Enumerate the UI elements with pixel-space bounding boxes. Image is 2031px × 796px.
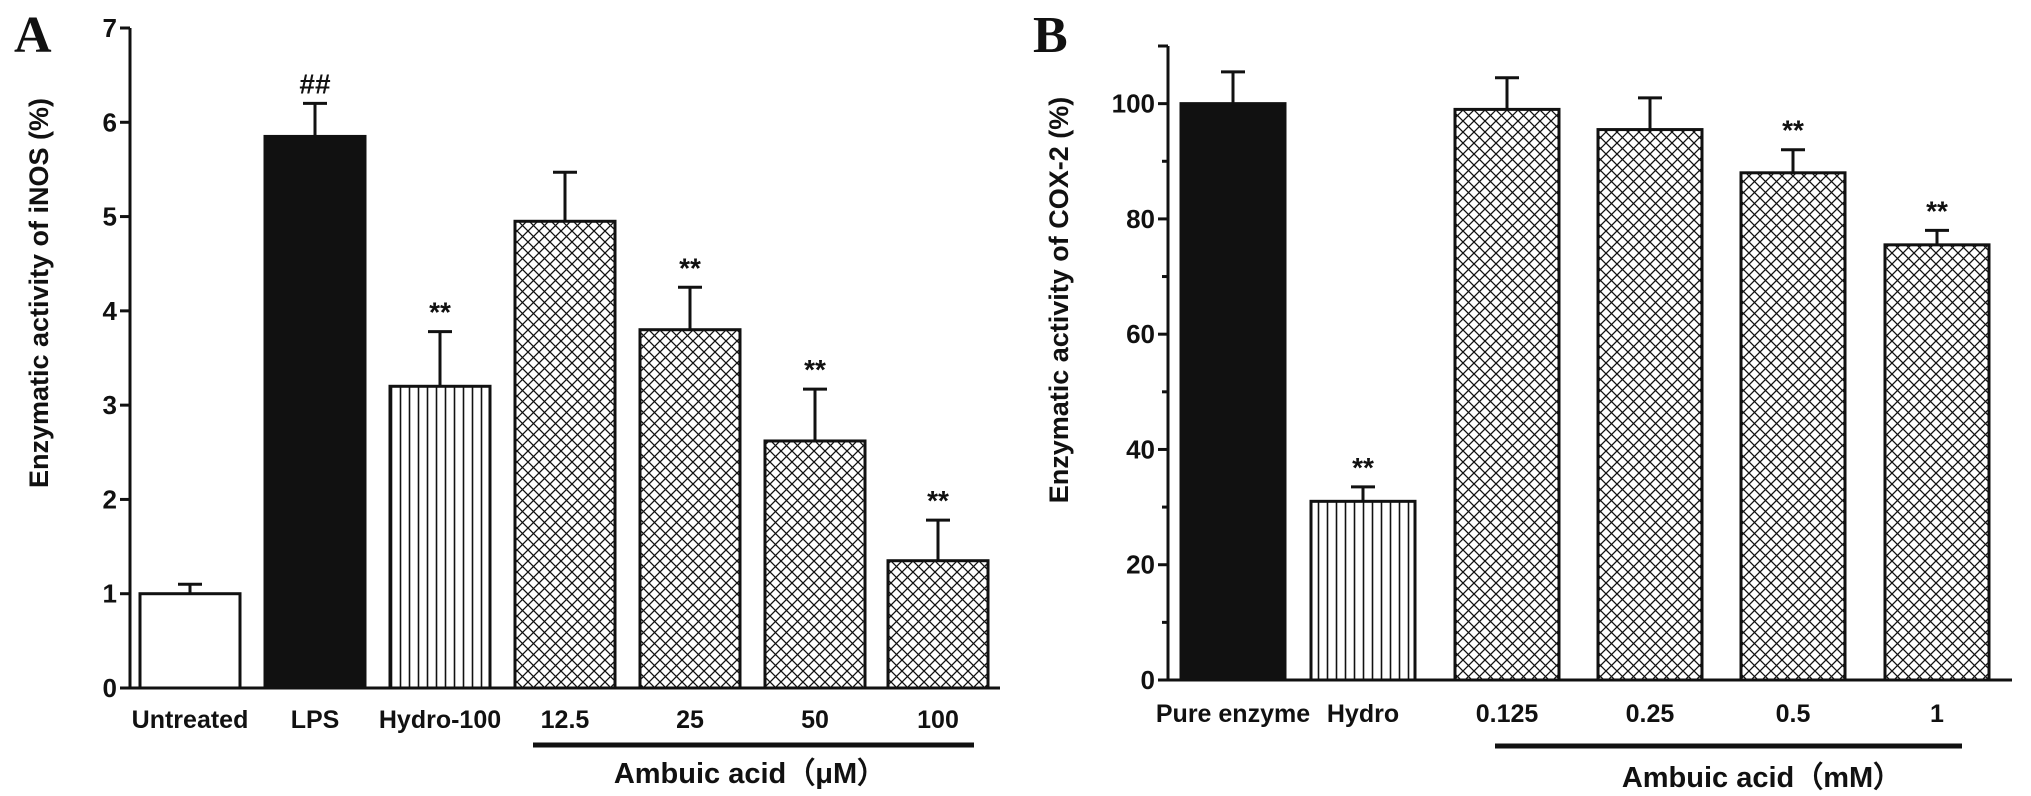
panel-b-bar bbox=[1179, 102, 1287, 682]
panel-b-significance-label: ** bbox=[1926, 195, 1948, 226]
panel-a-bar bbox=[513, 219, 617, 690]
panel-b-plot: 0 20 40 60 80 100 Pure enzyme ** Hydro 0.125 0.25 *… bbox=[1112, 44, 2012, 749]
panel-a-significance-label: ** bbox=[927, 485, 949, 516]
panel-b-category-label: 0.125 bbox=[1476, 700, 1539, 728]
panel-a-bar bbox=[263, 134, 367, 690]
panel-a-y-tick-label: 0 bbox=[103, 673, 117, 703]
panel-b-category-label: 0.5 bbox=[1776, 700, 1811, 728]
panel-a-y-axis-title: Enzymatic activity of iNOS (%) bbox=[24, 98, 54, 488]
panel-a-category-label: 12.5 bbox=[541, 706, 590, 734]
panel-b-y-axis-title: Enzymatic activity of COX-2 (%) bbox=[1044, 97, 1074, 504]
panel-b-bar bbox=[1453, 107, 1561, 682]
panel-a-significance-label: ** bbox=[679, 252, 701, 283]
panel-a-y-tick-label: 1 bbox=[103, 579, 117, 609]
panel-b-group-label: Ambuic acid（mM） bbox=[1622, 761, 1902, 794]
panel-b-bar bbox=[1309, 499, 1417, 682]
panel-a-plot: 0 1 2 3 4 5 6 7 Untreated ## LPS ** Hydro-100 12.5 ** 2… bbox=[103, 13, 1000, 748]
panel-b-y-tick-label: 0 bbox=[1141, 665, 1155, 695]
panel-a-y-tick-label: 5 bbox=[103, 202, 117, 232]
panel-a-significance-label: ** bbox=[804, 354, 826, 385]
panel-b-bar bbox=[1883, 243, 1991, 682]
panel-a-bar bbox=[138, 592, 242, 690]
panel-b-category-label: Pure enzyme bbox=[1156, 700, 1310, 728]
panel-b-significance-label: ** bbox=[1352, 452, 1374, 483]
panel-b-y-tick-label: 60 bbox=[1126, 319, 1155, 349]
panel-b-y-tick-label: 40 bbox=[1126, 434, 1155, 464]
panel-b-category-label: Hydro bbox=[1327, 700, 1399, 728]
panel-a-category-label: LPS bbox=[291, 706, 340, 734]
panel-a-group-label: Ambuic acid（μM） bbox=[614, 757, 886, 790]
panel-a-bar bbox=[763, 439, 867, 690]
panel-b-category-label: 1 bbox=[1930, 700, 1944, 728]
panel-a-y-tick-label: 6 bbox=[103, 107, 117, 137]
panel-b-letter: B bbox=[1033, 7, 1068, 64]
panel-a-category-label: 50 bbox=[801, 706, 829, 734]
panel-a-category-label: Hydro-100 bbox=[379, 706, 501, 734]
panel-b-category-label: 0.25 bbox=[1626, 700, 1675, 728]
panel-a-bar bbox=[388, 384, 492, 690]
panel-a-significance-label: ## bbox=[299, 68, 331, 99]
panel-b-y-tick-label: 80 bbox=[1126, 204, 1155, 234]
panel-b-y-tick-label: 20 bbox=[1126, 550, 1155, 580]
panel-b-bar bbox=[1739, 171, 1847, 682]
panel-b: B 0 20 40 60 80 100 Pure enzyme ** Hydro 0.125 0.2… bbox=[1033, 7, 2012, 794]
panel-b-bar bbox=[1596, 128, 1704, 682]
panel-a-y-tick-label: 7 bbox=[103, 13, 117, 43]
panel-b-y-tick-label: 100 bbox=[1112, 89, 1155, 119]
panel-a-y-tick-label: 4 bbox=[103, 296, 118, 326]
panel-a-y-tick-label: 2 bbox=[103, 484, 117, 514]
panel-a-category-label: 100 bbox=[917, 706, 959, 734]
panel-a-y-tick-label: 3 bbox=[103, 390, 117, 420]
panel-a-significance-label: ** bbox=[429, 297, 451, 328]
panel-a-bar bbox=[886, 559, 990, 690]
panel-a-category-label: 25 bbox=[676, 706, 704, 734]
panel-a-letter: A bbox=[14, 7, 52, 64]
panel-b-significance-label: ** bbox=[1782, 115, 1804, 146]
panel-a: A 0 1 2 3 4 5 6 7 Untreated ## LPS ** Hydro-100 12.5 *… bbox=[14, 7, 1000, 790]
panel-a-bar bbox=[638, 328, 742, 690]
panel-a-category-label: Untreated bbox=[132, 706, 249, 734]
